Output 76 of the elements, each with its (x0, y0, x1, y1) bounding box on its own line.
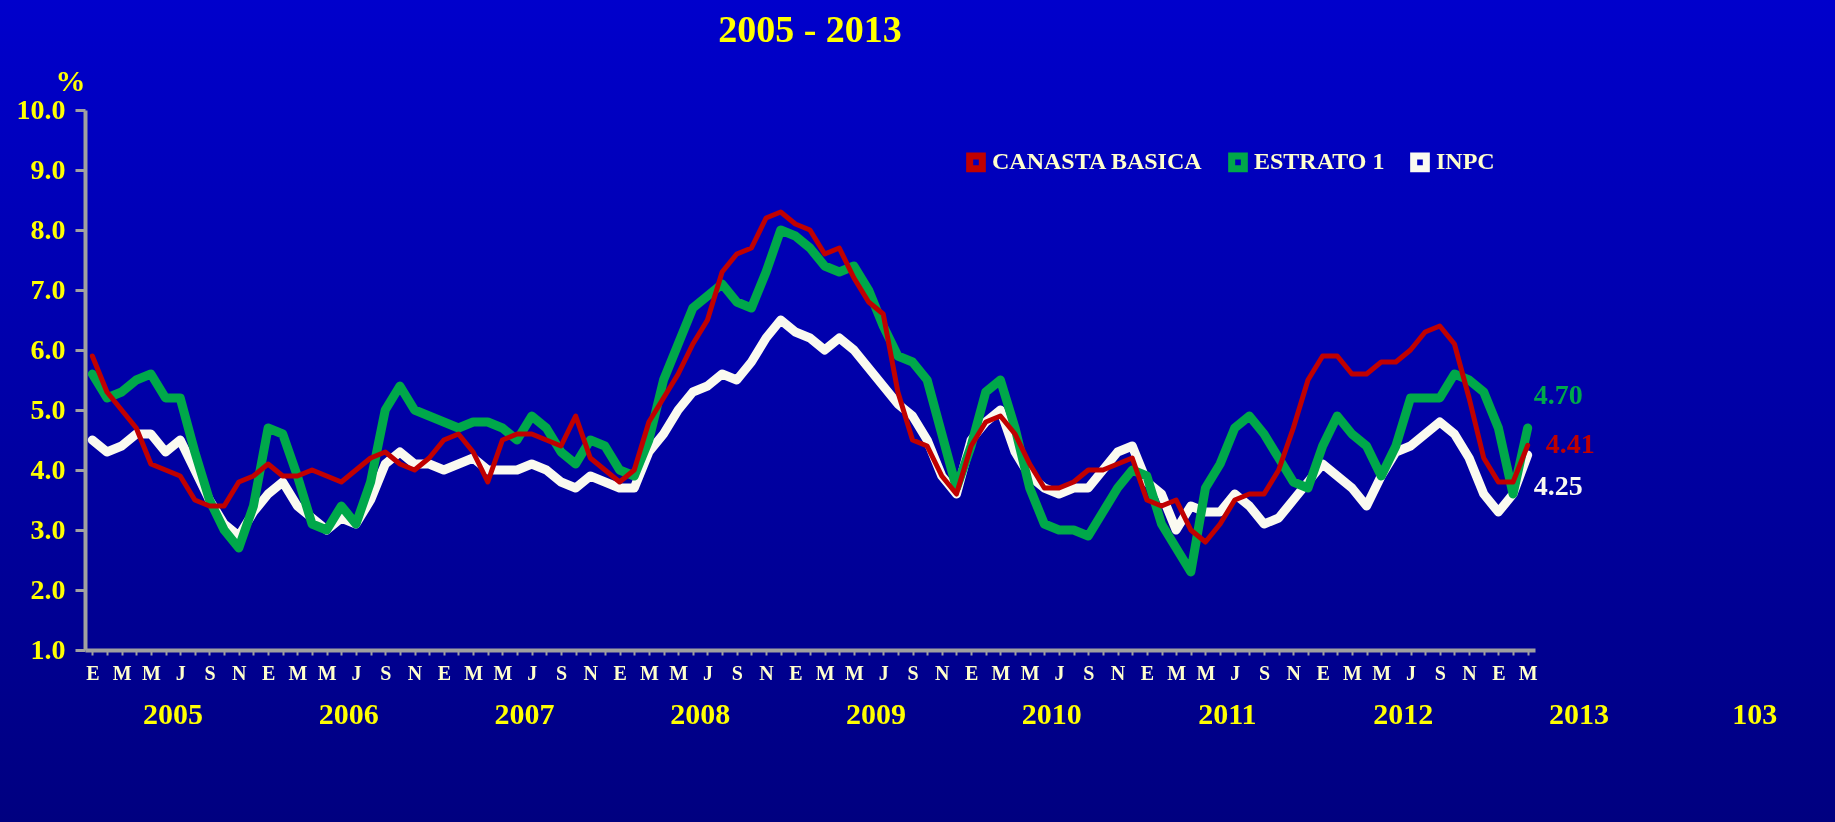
x-tick-label: M (1020, 661, 1040, 684)
x-tick-label: M (1196, 661, 1216, 684)
text: 2006 (318, 697, 379, 730)
y-tick-label: 8.0 (30, 213, 66, 245)
x-tick-label: M (288, 661, 308, 684)
x-tick-label: M (1342, 661, 1362, 684)
text: 2012 (1373, 697, 1434, 730)
x-tick-label: M (991, 661, 1011, 684)
x-tick-label: M (1518, 661, 1538, 684)
x-tick-label: N (1110, 661, 1126, 684)
x-tick-label: M (815, 661, 835, 684)
y-tick-label: 6.0 (30, 333, 66, 365)
x-tick-label: E (437, 661, 452, 684)
text: 2005 (142, 697, 203, 730)
x-tick-label: E (613, 661, 627, 684)
x-tick-label: N (407, 661, 423, 684)
y-tick-label: 9.0 (30, 153, 66, 185)
chart-title: 2005 - 2013 (718, 8, 902, 50)
x-tick-label: N (232, 661, 248, 684)
x-tick-label: S (555, 661, 568, 684)
x-tick-label: J (527, 661, 538, 684)
x-tick-label: J (702, 661, 713, 684)
x-tick-label: M (844, 661, 864, 684)
x-tick-label: M (464, 661, 484, 684)
y-tick-label: 7.0 (30, 273, 66, 305)
legend-label: INPC (1436, 148, 1495, 175)
x-tick-label: E (1140, 661, 1155, 684)
x-tick-label: N (1286, 661, 1302, 684)
text: 2010 (1021, 697, 1082, 730)
text: 2009 (845, 697, 906, 730)
x-tick-label: M (317, 661, 337, 684)
x-tick-label: J (878, 661, 889, 684)
x-tick-label: N (935, 661, 951, 684)
legend-label: CANASTA BASICA (992, 148, 1203, 175)
y-tick-label: 5.0 (30, 393, 66, 425)
y-tick-label: 1.0 (30, 633, 66, 665)
x-tick-label: M (493, 661, 513, 684)
x-tick-label: M (669, 661, 689, 684)
text: 2013 (1548, 697, 1609, 730)
x-tick-label: M (141, 661, 161, 684)
x-tick-label: S (1434, 661, 1446, 684)
text: 103 (1732, 697, 1778, 730)
x-tick-label: M (639, 661, 659, 684)
text: 2011 (1198, 697, 1257, 730)
x-tick-label: S (731, 661, 743, 684)
x-tick-label: N (759, 661, 775, 684)
x-tick-label: J (351, 661, 362, 684)
x-tick-label: S (204, 661, 216, 684)
x-tick-label: J (1406, 661, 1417, 684)
data-label: 4.25 (1533, 470, 1583, 501)
x-tick-label: E (1316, 661, 1330, 684)
text: 2008 (670, 697, 731, 730)
x-tick-label: S (907, 661, 919, 684)
x-tick-label: S (1258, 661, 1271, 684)
x-tick-label: E (964, 661, 979, 684)
x-tick-label: E (1492, 661, 1506, 684)
data-label: 4.70 (1533, 379, 1583, 410)
x-tick-label: E (789, 661, 803, 684)
y-tick-label: 4.0 (30, 453, 66, 485)
x-tick-label: J (175, 661, 186, 684)
y-tick-label: 2.0 (30, 573, 66, 605)
x-tick-label: M (1372, 661, 1392, 684)
text: 2007 (494, 697, 555, 730)
x-tick-label: J (1230, 661, 1241, 684)
x-tick-label: J (1054, 661, 1065, 684)
x-tick-label: E (261, 661, 276, 684)
x-tick-label: N (1462, 661, 1478, 684)
x-tick-label: S (380, 661, 392, 684)
x-tick-label: S (1083, 661, 1095, 684)
x-tick-label: M (112, 661, 132, 684)
data-label: 4.41 (1545, 428, 1595, 460)
x-tick-label: M (1167, 661, 1187, 684)
x-tick-label: N (583, 661, 599, 684)
y-tick-label: 3.0 (30, 513, 66, 545)
x-tick-label: E (86, 661, 100, 684)
legend-label: ESTRATO 1 (1254, 148, 1385, 175)
